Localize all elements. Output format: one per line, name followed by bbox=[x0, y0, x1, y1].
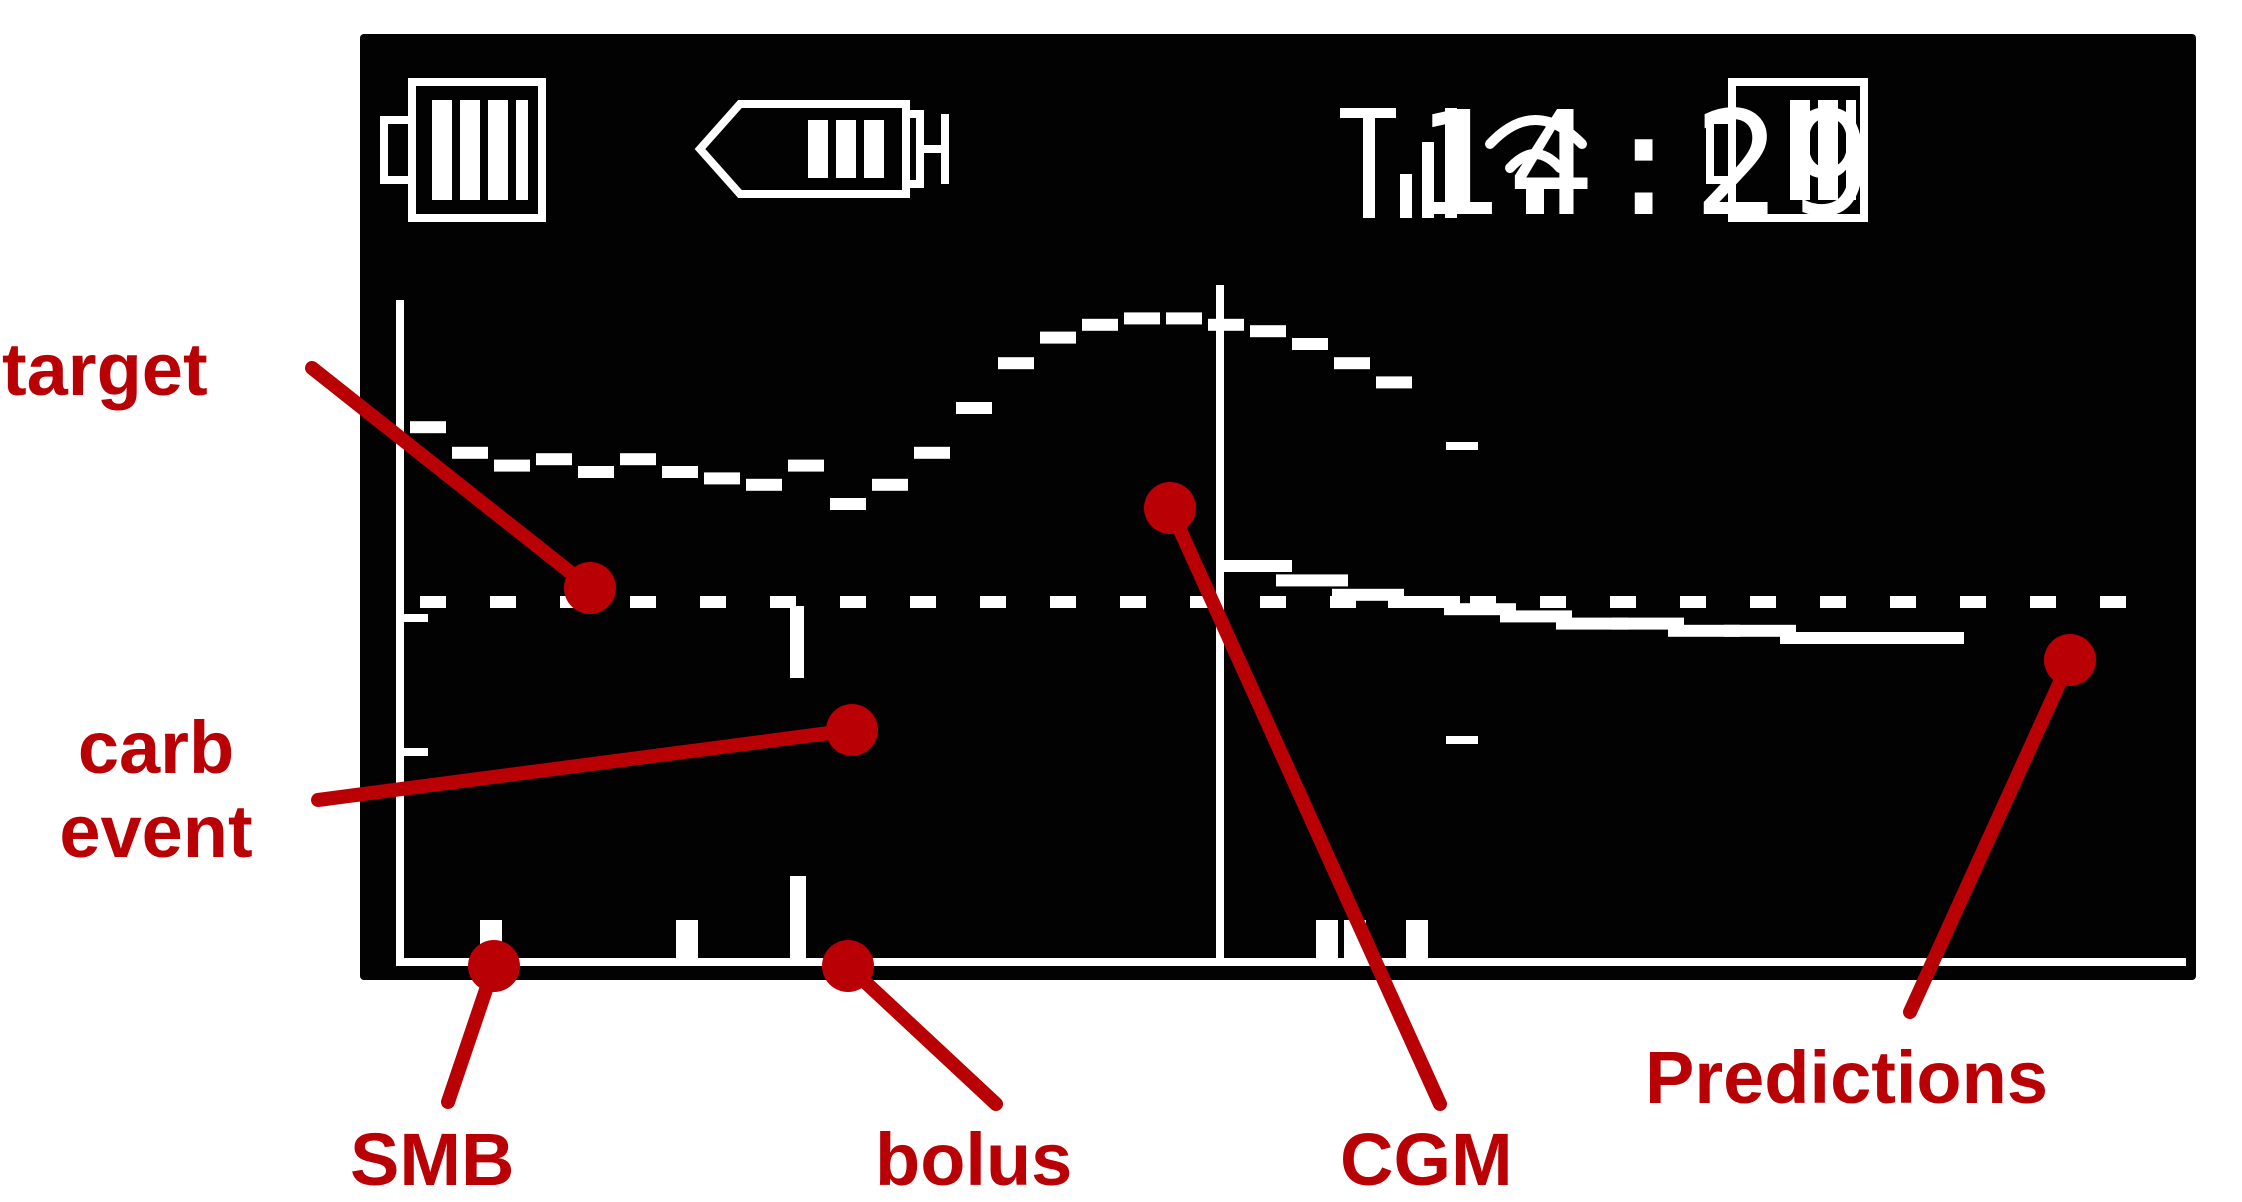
cgm-point bbox=[620, 453, 656, 466]
clock-time: 14:29 bbox=[1415, 80, 1879, 248]
smb-bar bbox=[1406, 920, 1428, 962]
prediction-point bbox=[1444, 603, 1516, 616]
target-point bbox=[490, 596, 516, 608]
target-point bbox=[1750, 596, 1776, 608]
cgm-point bbox=[998, 357, 1034, 370]
cgm-point bbox=[788, 459, 824, 472]
prediction-point bbox=[1612, 617, 1684, 630]
target-point bbox=[2030, 596, 2056, 608]
wifi-icon bbox=[1485, 115, 1587, 214]
target-point bbox=[1610, 596, 1636, 608]
prediction-point bbox=[1556, 617, 1628, 630]
cgm-point bbox=[1166, 312, 1202, 325]
target-point bbox=[1260, 596, 1286, 608]
cgm-point bbox=[410, 421, 446, 434]
smb-bar bbox=[676, 920, 698, 962]
device-battery-icon bbox=[1706, 78, 1868, 222]
target-point bbox=[420, 596, 446, 608]
callout-bolus-dot bbox=[822, 940, 874, 992]
prediction-point bbox=[1388, 596, 1460, 608]
cgm-point bbox=[1334, 357, 1370, 370]
cgm-point bbox=[746, 478, 782, 491]
prediction-point bbox=[1892, 632, 1964, 644]
callout-target-line bbox=[305, 361, 597, 595]
cgm-point bbox=[1376, 376, 1412, 389]
target-point bbox=[1820, 596, 1846, 608]
target-point bbox=[980, 596, 1006, 608]
prediction-point bbox=[1668, 624, 1740, 637]
cgm-point bbox=[830, 498, 866, 510]
cgm-point bbox=[494, 459, 530, 472]
prediction-point bbox=[1836, 632, 1908, 644]
cgm-point bbox=[1208, 318, 1244, 331]
cgm-point bbox=[1292, 338, 1328, 350]
prediction-point bbox=[1500, 610, 1572, 623]
cgm-point bbox=[956, 402, 992, 414]
bolus-bar bbox=[790, 876, 806, 962]
cgm-point bbox=[578, 466, 614, 478]
insulin-reservoir-icon bbox=[694, 100, 949, 198]
target-point bbox=[910, 596, 936, 608]
target-point bbox=[630, 596, 656, 608]
prediction-point bbox=[1276, 574, 1348, 587]
cgm-point bbox=[452, 446, 488, 459]
target-point bbox=[1050, 596, 1076, 608]
cgm-point bbox=[704, 472, 740, 485]
cgm-point bbox=[1082, 318, 1118, 331]
cgm-point bbox=[1250, 325, 1286, 338]
oled-screen: 14:29 bbox=[360, 34, 2196, 980]
annotation-carb-event: carb event bbox=[59, 706, 253, 873]
target-point bbox=[840, 596, 866, 608]
carb-event-marker bbox=[790, 606, 804, 678]
cgm-point bbox=[914, 446, 950, 459]
cellular-signal-icon bbox=[1340, 108, 1457, 218]
annotation-smb: SMB bbox=[350, 1118, 515, 1201]
annotation-bolus: bolus bbox=[875, 1118, 1073, 1201]
prediction-point bbox=[1220, 560, 1292, 572]
cgm-point bbox=[662, 466, 698, 478]
target-point bbox=[1680, 596, 1706, 608]
target-point bbox=[700, 596, 726, 608]
target-point bbox=[1890, 596, 1916, 608]
prediction-point bbox=[1780, 632, 1852, 644]
prediction-point bbox=[1724, 624, 1796, 637]
callout-smb-dot bbox=[468, 940, 520, 992]
callout-pred-dot bbox=[2044, 634, 2096, 686]
target-point bbox=[1960, 596, 1986, 608]
target-point bbox=[770, 596, 796, 608]
callout-bolus-line bbox=[841, 959, 1003, 1111]
annotation-cgm: CGM bbox=[1340, 1118, 1513, 1201]
target-point bbox=[1540, 596, 1566, 608]
annotation-predictions: Predictions bbox=[1645, 1036, 2048, 1119]
status-bar bbox=[380, 78, 1868, 222]
callout-pred-line bbox=[1903, 653, 2077, 1019]
prediction-point bbox=[1332, 588, 1404, 601]
cgm-point bbox=[872, 478, 908, 491]
callout-carb-dot bbox=[826, 704, 878, 756]
smb-bar bbox=[1316, 920, 1338, 962]
cgm-point bbox=[536, 453, 572, 466]
annotation-target: target bbox=[2, 328, 208, 411]
pump-battery-icon bbox=[380, 78, 546, 222]
callout-carb-line bbox=[311, 723, 859, 807]
cgm-point bbox=[1124, 312, 1160, 325]
cgm-point bbox=[1040, 331, 1076, 344]
target-point bbox=[2100, 596, 2126, 608]
target-point bbox=[1120, 596, 1146, 608]
callout-cgm-line bbox=[1163, 501, 1447, 1111]
callout-cgm-dot bbox=[1144, 482, 1196, 534]
callout-target-dot bbox=[564, 562, 616, 614]
